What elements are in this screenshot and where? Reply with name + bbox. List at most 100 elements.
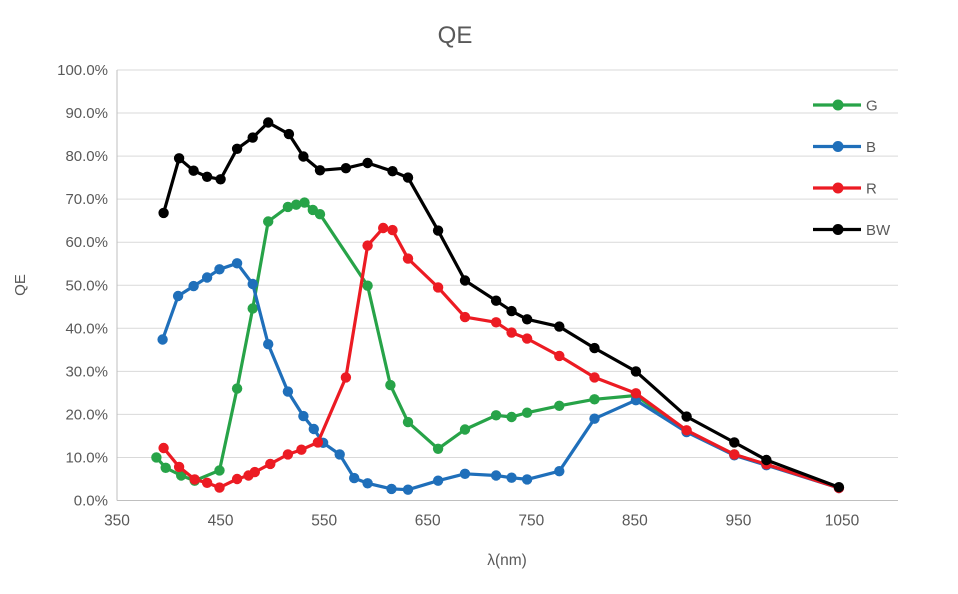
data-point-BW [201, 171, 213, 182]
data-point-R [378, 222, 389, 234]
data-point-R [589, 372, 600, 383]
data-series [151, 117, 845, 495]
y-tick-label: 80.0% [65, 148, 108, 165]
data-point-B [459, 468, 471, 479]
legend-item-BW: BW [813, 222, 891, 239]
data-point-BW [506, 305, 517, 317]
axes [116, 70, 898, 501]
series-line-BW [162, 120, 841, 489]
y-tick-label: 30.0% [65, 363, 108, 380]
data-point-G [521, 407, 533, 418]
legend-label: R [866, 181, 877, 198]
data-point-B [554, 466, 565, 477]
data-point-R [282, 449, 294, 460]
data-point-BW [729, 437, 740, 448]
legend-label: B [866, 139, 876, 156]
gridlines [117, 69, 898, 501]
y-tick-label: 90.0% [65, 105, 108, 122]
data-point-B [188, 280, 199, 292]
data-point-G [490, 410, 502, 421]
legend-item-B: B [813, 139, 876, 156]
x-tick-label: 850 [622, 513, 648, 530]
data-point-R [214, 482, 225, 493]
data-point-B [432, 475, 444, 486]
series-line-R [162, 226, 841, 490]
data-point-BW [231, 143, 243, 154]
data-point-B [214, 264, 225, 275]
data-point-G [459, 424, 471, 435]
data-point-R [506, 327, 517, 338]
data-point-BW [283, 128, 295, 140]
y-tick-label: 50.0% [65, 277, 108, 294]
x-tick-label: 950 [725, 513, 751, 530]
data-point-R [296, 444, 307, 455]
data-point-G [291, 199, 302, 210]
data-point-BW [387, 166, 398, 177]
data-point-B [506, 472, 517, 483]
data-point-R [158, 442, 169, 454]
data-point-B [362, 478, 373, 489]
data-point-B [201, 272, 213, 283]
data-point-BW [630, 366, 642, 377]
x-tick-label: 550 [311, 513, 337, 530]
x-axis-title: λ(nm) [487, 552, 527, 569]
legend-item-R: R [813, 181, 877, 198]
legend-marker-dot [832, 99, 844, 111]
data-point-BW [340, 163, 352, 174]
data-point-G [263, 216, 274, 227]
data-point-B [334, 449, 345, 460]
data-point-B [402, 484, 414, 495]
data-point-G [299, 197, 310, 208]
data-point-R [340, 372, 352, 383]
data-point-B [521, 474, 533, 485]
y-tick-label: 60.0% [65, 234, 108, 251]
data-point-R [249, 466, 260, 478]
data-point-R [173, 461, 185, 473]
x-tick-label: 1050 [825, 513, 860, 530]
data-point-G [506, 411, 517, 423]
data-point-R [189, 474, 200, 485]
data-point-B [349, 472, 360, 484]
data-point-G [314, 209, 326, 220]
data-point-R [521, 333, 533, 344]
data-point-BW [188, 165, 199, 176]
data-point-BW [459, 275, 471, 286]
data-point-G [432, 443, 444, 454]
legend-label: BW [866, 222, 891, 239]
data-point-BW [681, 411, 692, 422]
y-tick-label: 10.0% [65, 449, 108, 466]
series-B [157, 258, 845, 495]
x-tick-label: 350 [104, 513, 130, 530]
data-point-G [176, 470, 187, 481]
data-point-B [298, 410, 309, 422]
y-tick-label: 40.0% [65, 320, 108, 337]
legend-item-G: G [813, 98, 878, 115]
y-axis-title: QE [12, 274, 29, 296]
data-point-B [231, 258, 243, 269]
data-point-BW [173, 153, 185, 164]
data-point-R [201, 477, 213, 488]
data-point-BW [215, 174, 226, 185]
x-axis-tick-labels: 350 450 550 650 750 850 950 1050 [104, 513, 860, 530]
data-point-BW [432, 225, 444, 236]
data-point-B [247, 278, 258, 290]
data-point-R [387, 224, 398, 236]
data-point-BW [247, 132, 258, 143]
data-point-R [231, 473, 243, 485]
y-tick-label: 70.0% [65, 191, 108, 208]
data-point-BW [298, 151, 309, 162]
data-point-BW [263, 117, 274, 128]
data-point-BW [314, 165, 326, 176]
x-tick-label: 450 [208, 513, 234, 530]
data-point-B [263, 339, 274, 350]
data-point-R [402, 253, 414, 264]
data-point-R [312, 437, 324, 448]
data-point-R [265, 458, 276, 470]
data-point-G [282, 201, 294, 213]
data-point-R [729, 449, 740, 460]
data-point-G [362, 280, 373, 291]
data-point-BW [402, 172, 414, 183]
data-point-G [385, 379, 396, 391]
